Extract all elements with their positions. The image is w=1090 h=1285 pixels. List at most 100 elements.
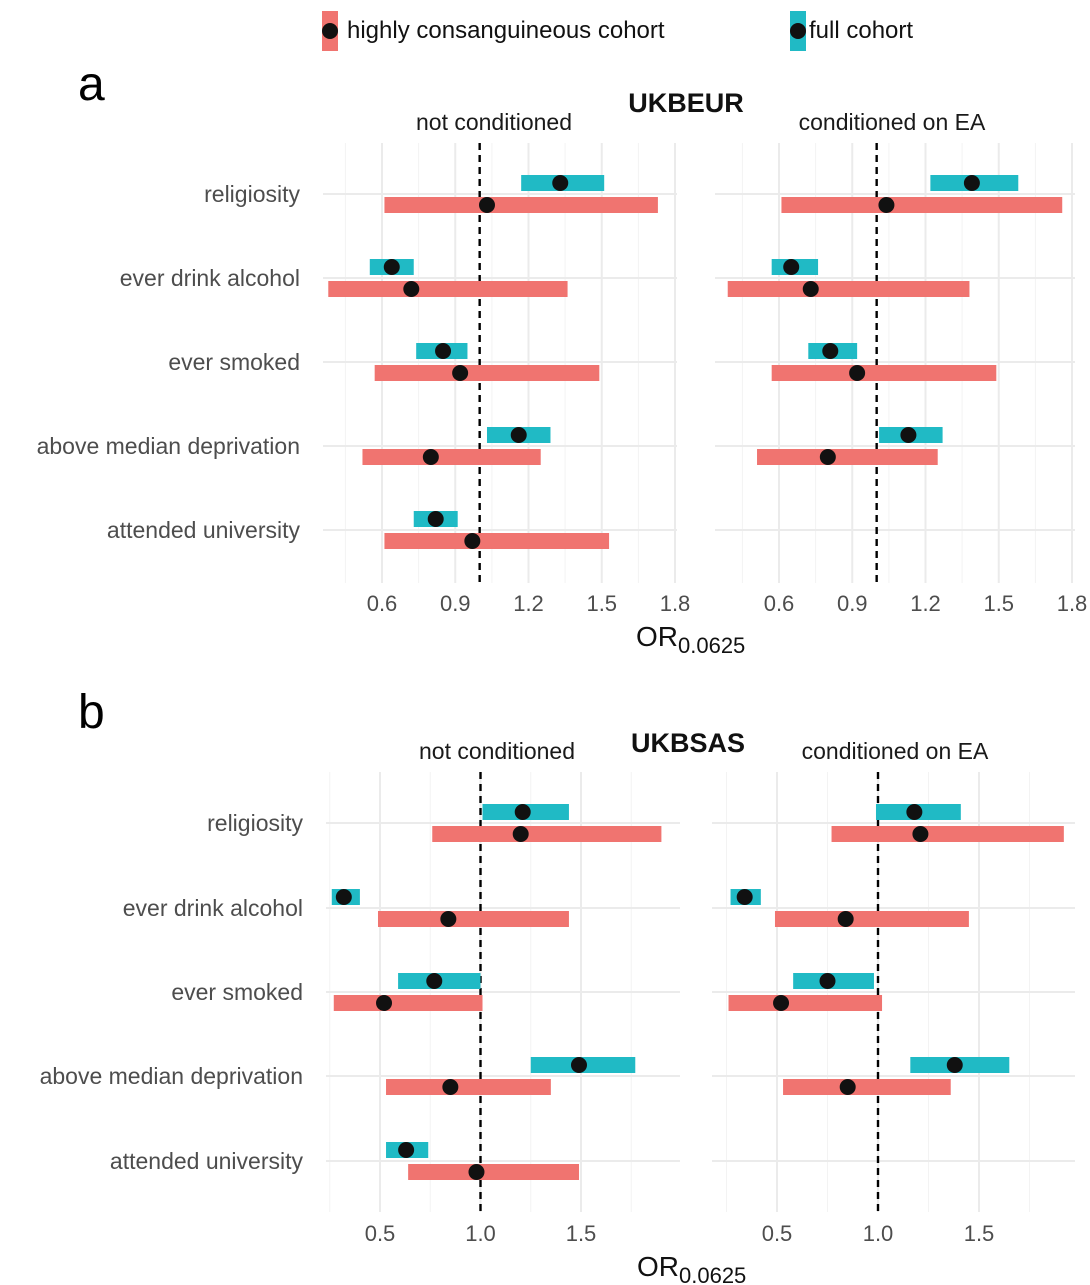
point-ever-drink-alcohol xyxy=(403,281,420,297)
point-religiosity xyxy=(963,175,980,191)
x-tick-label: 1.5 xyxy=(964,1221,995,1246)
point-above-median-deprivation xyxy=(819,449,836,465)
point-attended-university xyxy=(468,1164,485,1180)
ci-bar-religiosity xyxy=(384,197,658,213)
point-ever-drink-alcohol xyxy=(783,259,800,275)
gridlines xyxy=(323,143,677,583)
panel-letter: a xyxy=(78,58,105,111)
x-tick-label: 1.0 xyxy=(465,1221,496,1246)
category-label-ever-smoked: ever smoked xyxy=(168,349,300,375)
category-label-religiosity: religiosity xyxy=(204,181,300,207)
point-attended-university xyxy=(464,533,481,549)
x-tick-label: 1.8 xyxy=(1057,591,1088,616)
facet-label: not conditioned xyxy=(419,738,575,764)
legend-marker xyxy=(322,23,338,39)
legend-label: full cohort xyxy=(809,17,913,44)
panel-a: a UKBEUR religiosity ever drink alcohol ever… xyxy=(37,58,1088,658)
point-above-median-deprivation xyxy=(510,427,527,443)
ci-bar-above-median-deprivation xyxy=(362,449,541,465)
point-ever-drink-alcohol xyxy=(383,259,400,275)
point-ever-smoked xyxy=(849,365,866,381)
facet-not-conditioned: not conditioned 0.6 0.9 1.2 1.5 1.8 xyxy=(323,109,690,616)
ci-bar-ever-drink-alcohol xyxy=(774,911,969,927)
point-ever-drink-alcohol xyxy=(837,911,854,927)
series-full-cohort xyxy=(730,804,1010,1073)
x-tick-label: 1.5 xyxy=(566,1221,597,1246)
ci-bar-ever-drink-alcohol xyxy=(328,281,568,297)
legend: highly consanguineous cohort full cohort xyxy=(322,11,913,51)
series-highly-consanguineous-cohort xyxy=(728,826,1064,1095)
point-ever-smoked xyxy=(426,973,443,989)
ci-bar-religiosity xyxy=(831,826,1064,842)
point-above-median-deprivation xyxy=(422,449,439,465)
panel-b: b UKBSAS religiosity ever drink alcohol ever… xyxy=(40,686,1075,1285)
x-tick-label: 1.5 xyxy=(586,591,617,616)
facet-conditioned-on-ea: conditioned on EA 0.5 1.0 1.5 xyxy=(712,738,1075,1246)
point-above-median-deprivation xyxy=(839,1079,856,1095)
point-ever-smoked xyxy=(819,973,836,989)
facet-not-conditioned: not conditioned 0.5 1.0 1.5 xyxy=(326,738,680,1246)
category-label-ever-smoked: ever smoked xyxy=(171,979,303,1005)
legend-marker xyxy=(790,23,806,39)
ci-bar-religiosity xyxy=(432,826,662,842)
facet-label: conditioned on EA xyxy=(802,738,989,764)
point-ever-drink-alcohol xyxy=(736,889,753,905)
category-label-ever-drink-alcohol: ever drink alcohol xyxy=(120,265,300,291)
facet-conditioned-on-ea: conditioned on EA 0.6 0.9 1.2 1.5 1.8 xyxy=(715,109,1087,616)
facet-label: conditioned on EA xyxy=(799,109,986,135)
point-ever-drink-alcohol xyxy=(802,281,819,297)
x-axis-label-subscript: 0.0625 xyxy=(679,1263,746,1285)
ci-bar-attended-university xyxy=(384,533,610,549)
point-religiosity xyxy=(478,197,495,213)
x-axis-label-subscript: 0.0625 xyxy=(678,633,745,658)
point-above-median-deprivation xyxy=(946,1057,963,1073)
ci-bar-ever-smoked xyxy=(374,365,600,381)
ci-bar-above-median-deprivation xyxy=(386,1079,551,1095)
x-tick-label: 0.9 xyxy=(837,591,868,616)
x-tick-label: 1.2 xyxy=(513,591,544,616)
point-ever-smoked xyxy=(822,343,839,359)
ci-bar-above-median-deprivation xyxy=(757,449,938,465)
x-tick-label: 1.0 xyxy=(863,1221,894,1246)
category-label-attended-university: attended university xyxy=(107,517,301,543)
point-above-median-deprivation xyxy=(442,1079,459,1095)
ci-bar-religiosity xyxy=(781,197,1063,213)
category-label-above-median-deprivation: above median deprivation xyxy=(40,1063,303,1089)
point-ever-drink-alcohol xyxy=(335,889,352,905)
point-attended-university xyxy=(398,1142,415,1158)
x-tick-label: 1.5 xyxy=(983,591,1014,616)
x-axis-label: OR0.0625 xyxy=(637,1251,746,1285)
point-attended-university xyxy=(427,511,444,527)
ci-bar-attended-university xyxy=(408,1164,579,1180)
facet-label: not conditioned xyxy=(416,109,572,135)
series-full-cohort xyxy=(331,804,636,1158)
ci-bar-above-median-deprivation xyxy=(783,1079,951,1095)
panel-letter: b xyxy=(78,686,105,739)
x-axis-label-main: OR xyxy=(637,1251,679,1282)
point-above-median-deprivation xyxy=(900,427,917,443)
category-label-ever-drink-alcohol: ever drink alcohol xyxy=(123,895,303,921)
point-ever-drink-alcohol xyxy=(440,911,457,927)
series-full-cohort xyxy=(369,175,605,527)
ci-bar-ever-smoked xyxy=(333,995,483,1011)
point-religiosity xyxy=(552,175,569,191)
x-tick-label: 0.6 xyxy=(764,591,795,616)
x-tick-label: 0.9 xyxy=(440,591,471,616)
point-religiosity xyxy=(514,804,531,820)
point-ever-smoked xyxy=(773,995,790,1011)
x-axis-label-main: OR xyxy=(636,621,678,652)
ci-bar-ever-smoked xyxy=(771,365,997,381)
x-tick-label: 0.6 xyxy=(367,591,398,616)
point-above-median-deprivation xyxy=(570,1057,587,1073)
x-tick-label: 1.8 xyxy=(660,591,691,616)
ci-bar-ever-smoked xyxy=(728,995,883,1011)
panel-title: UKBSAS xyxy=(631,728,745,758)
series-highly-consanguineous-cohort xyxy=(333,826,662,1180)
category-label-religiosity: religiosity xyxy=(207,810,303,836)
point-ever-smoked xyxy=(435,343,452,359)
point-ever-smoked xyxy=(452,365,469,381)
point-religiosity xyxy=(906,804,923,820)
panel-title: UKBEUR xyxy=(628,88,744,118)
legend-item-highly-consanguineous-cohort: highly consanguineous cohort xyxy=(322,11,665,51)
